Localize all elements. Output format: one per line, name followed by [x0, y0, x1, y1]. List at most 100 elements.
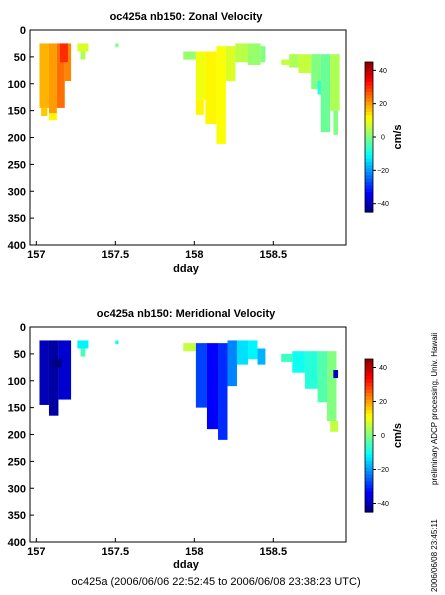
- colorbar-segment: [365, 461, 373, 465]
- colorbar-segment: [365, 454, 373, 459]
- colorbar-segment: [365, 155, 373, 160]
- colorbar-segment: [365, 488, 373, 493]
- velocity-cell: [333, 110, 339, 135]
- colorbar-segment: [365, 379, 373, 384]
- zonal-x-axis-label: dday: [173, 263, 200, 275]
- x-tick-label: 157: [27, 546, 45, 558]
- zonal-cells: [39, 43, 340, 144]
- colorbar-segment: [365, 105, 373, 110]
- colorbar-segment: [365, 82, 373, 86]
- colorbar-segment: [365, 393, 373, 397]
- velocity-cell: [48, 113, 57, 121]
- time-range-footer: oc425a (2006/06/06 22:52:45 to 2006/06/0…: [71, 576, 360, 588]
- colorbar-segment: [365, 148, 373, 153]
- colorbar-segment: [365, 85, 373, 90]
- y-tick-label: 350: [8, 510, 26, 522]
- y-tick-label: 250: [8, 159, 26, 171]
- colorbar-segment: [365, 501, 373, 506]
- velocity-cell: [77, 340, 89, 349]
- y-tick-label: 400: [8, 240, 26, 252]
- colorbar-segment: [365, 152, 373, 156]
- colorbar-segment: [365, 403, 373, 408]
- velocity-cell: [41, 107, 48, 116]
- y-tick-label: 0: [20, 322, 26, 334]
- velocity-cell: [235, 43, 249, 63]
- colorbar-segment: [365, 386, 373, 391]
- velocity-cell: [58, 340, 72, 400]
- colorbar-segment: [365, 62, 373, 66]
- colorbar-segment: [365, 145, 373, 150]
- colorbar-segment: [365, 474, 373, 479]
- y-tick-label: 200: [8, 430, 26, 442]
- velocity-cell: [48, 43, 57, 114]
- colorbar-segment: [365, 450, 373, 455]
- colorbar-label: cm/s: [392, 423, 404, 448]
- velocity-cell: [330, 54, 340, 111]
- colorbar-segment: [365, 172, 373, 176]
- velocity-cell: [333, 370, 339, 379]
- colorbar-tick-label: 20: [379, 399, 387, 406]
- x-tick-label: 158: [185, 546, 203, 558]
- colorbar-segment: [365, 376, 373, 380]
- colorbar-segment: [365, 467, 373, 472]
- colorbar-segment: [365, 192, 373, 196]
- colorbar-segment: [365, 505, 373, 510]
- y-tick-label: 150: [8, 106, 26, 118]
- x-tick-label: 158.5: [260, 249, 288, 261]
- velocity-cell: [292, 351, 305, 373]
- colorbar-segment: [365, 406, 373, 411]
- colorbar-segment: [365, 478, 373, 482]
- colorbar-segment: [365, 182, 373, 186]
- velocity-cell: [206, 343, 219, 430]
- colorbar-segment: [365, 484, 373, 489]
- colorbar-tick-label: −20: [377, 168, 389, 175]
- colorbar-segment: [365, 430, 373, 435]
- colorbar-segment: [365, 365, 373, 370]
- colorbar-segment: [365, 88, 373, 93]
- colorbar-tick-label: 40: [379, 68, 387, 75]
- colorbar-tick-label: −40: [377, 201, 389, 208]
- x-tick-label: 157.5: [102, 249, 130, 261]
- colorbar-segment: [365, 433, 373, 438]
- velocity-cell: [77, 43, 89, 52]
- velocity-cell: [281, 59, 290, 65]
- colorbar-segment: [365, 112, 373, 116]
- colorbar-segment: [365, 162, 373, 166]
- meridional-colorbar: 40 20 0 −20 −40 cm/s: [364, 358, 404, 513]
- velocity-cell: [195, 51, 206, 100]
- colorbar-segment: [365, 359, 373, 363]
- y-tick-label: 150: [8, 403, 26, 415]
- colorbar-segment: [365, 98, 373, 103]
- colorbar-segment: [365, 427, 373, 431]
- colorbar-segment: [365, 208, 373, 213]
- processing-timestamp: 2006/06/08 23:45:11: [430, 519, 439, 592]
- velocity-cell: [60, 43, 68, 63]
- y-tick-label: 250: [8, 456, 26, 468]
- colorbar-segment: [365, 410, 373, 414]
- y-tick-label: 0: [20, 25, 26, 37]
- velocity-cell: [205, 51, 217, 125]
- colorbar-segment: [365, 138, 373, 143]
- colorbar-segment: [365, 168, 373, 173]
- colorbar-segment: [365, 198, 373, 203]
- velocity-cell: [330, 421, 339, 432]
- colorbar-segment: [365, 78, 373, 83]
- velocity-cell: [56, 43, 65, 108]
- colorbar-segment: [365, 92, 373, 96]
- x-tick-label: 157: [27, 249, 45, 261]
- colorbar-segment: [365, 382, 373, 387]
- velocity-cell: [218, 343, 228, 440]
- colorbar-segment: [365, 447, 373, 452]
- colorbar-segment: [365, 491, 373, 496]
- colorbar-segment: [365, 416, 373, 421]
- velocity-cell: [248, 43, 261, 65]
- colorbar-segment: [365, 132, 373, 136]
- colorbar-segment: [365, 165, 373, 170]
- velocity-cell: [320, 54, 331, 133]
- colorbar-segment: [365, 95, 373, 100]
- velocity-cell: [248, 340, 258, 360]
- colorbar-segment: [365, 471, 373, 476]
- colorbar-segment: [365, 362, 373, 367]
- colorbar-segment: [365, 372, 373, 377]
